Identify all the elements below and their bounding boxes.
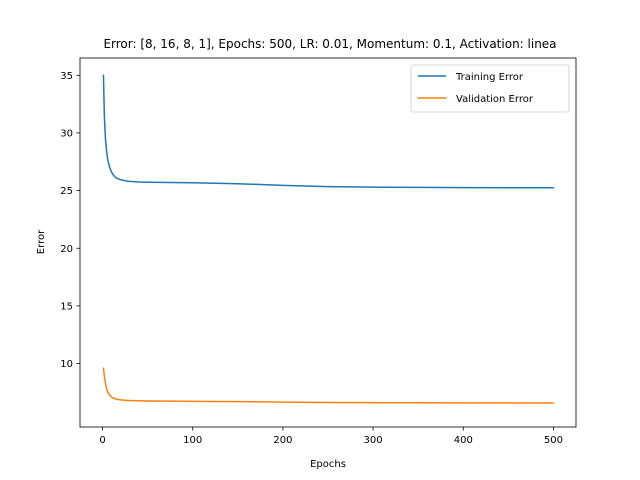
- x-tick-label: 400: [454, 435, 473, 446]
- x-tick-label: 500: [544, 435, 563, 446]
- y-tick-label: 25: [60, 186, 73, 197]
- y-tick-label: 10: [60, 359, 73, 370]
- legend-label-validation-error: Validation Error: [456, 94, 534, 105]
- legend-box: [410, 64, 570, 113]
- y-tick-label: 20: [60, 244, 73, 255]
- series-layer: [102, 74, 555, 404]
- x-tick-label: 100: [183, 435, 202, 446]
- series-line-validation-error: [102, 367, 555, 404]
- plot-frame: [79, 57, 577, 428]
- x-tick-label: 0: [99, 435, 105, 446]
- y-tick-label: 35: [60, 71, 73, 82]
- legend-label-training-error: Training Error: [455, 72, 524, 83]
- tick-layer: 0 100 200 300 400 500 10 15 20 25 30 35: [60, 71, 563, 446]
- chart-title: Error: [8, 16, 8, 1], Epochs: 500, LR: 0…: [103, 37, 556, 51]
- y-tick-label: 30: [60, 128, 73, 139]
- series-line-training-error: [102, 74, 555, 189]
- y-tick-label: 15: [60, 301, 73, 312]
- x-tick-label: 200: [273, 435, 292, 446]
- x-tick-label: 300: [364, 435, 383, 446]
- x-axis-label: Epochs: [310, 459, 346, 470]
- legend: Training Error Validation Error: [410, 64, 570, 113]
- y-axis-label: Error: [36, 229, 47, 254]
